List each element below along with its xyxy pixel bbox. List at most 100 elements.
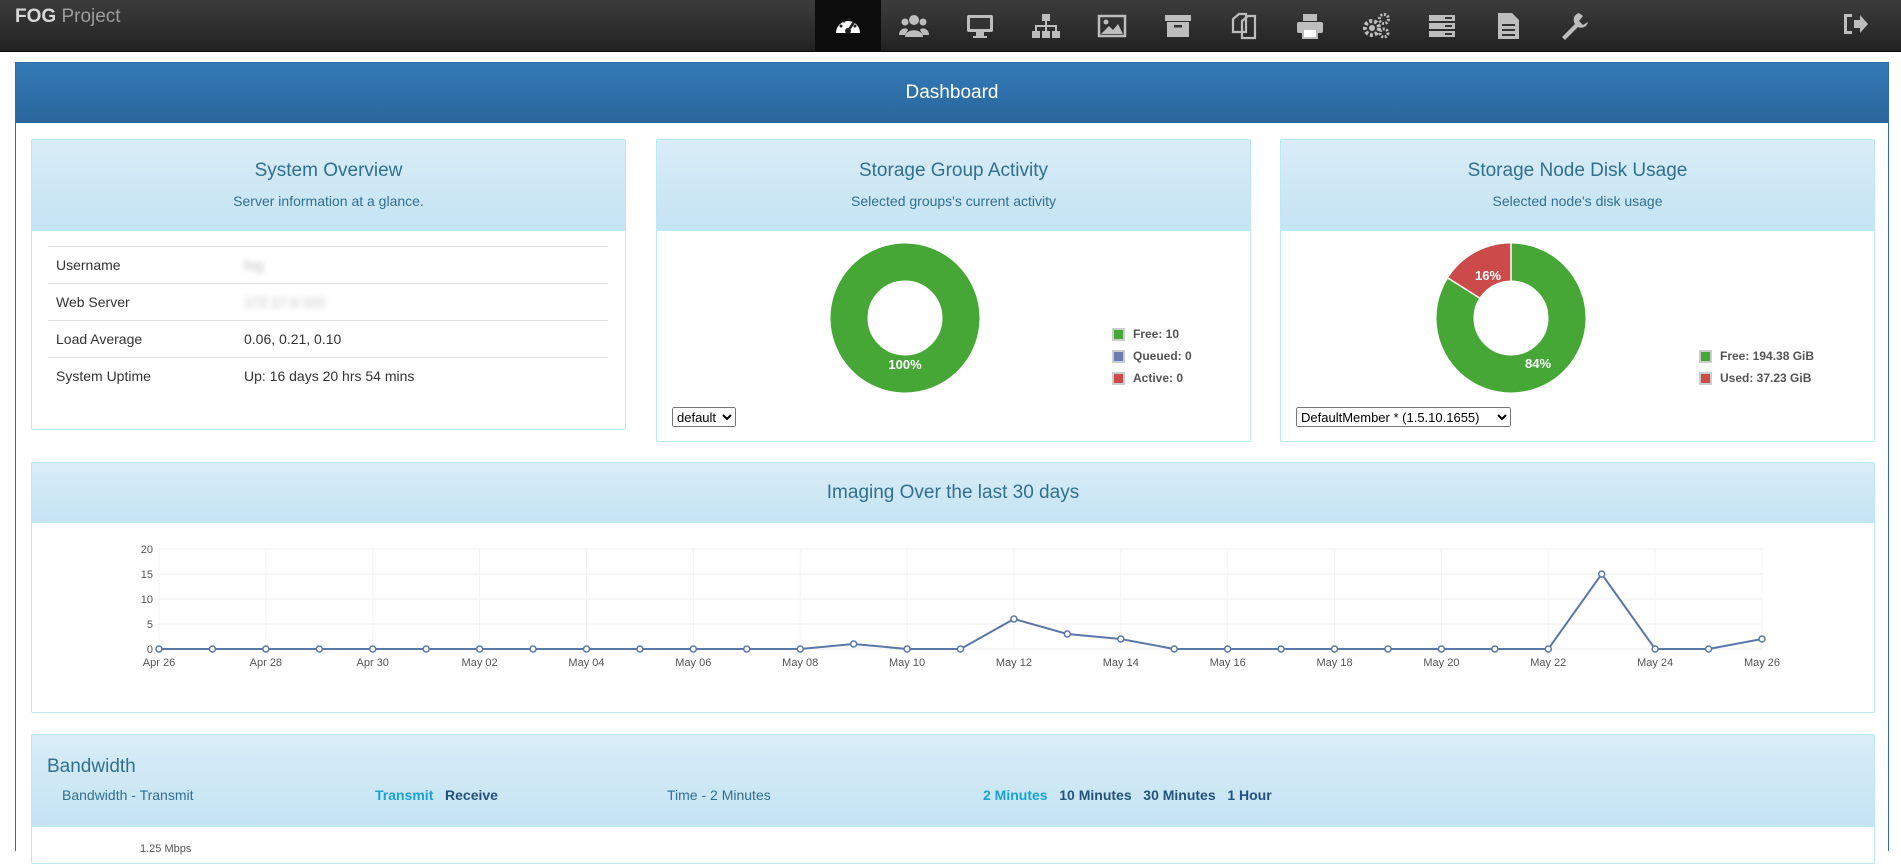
main-menu [815, 0, 1607, 52]
x-tick-label: May 02 [462, 657, 498, 669]
legend-swatch [1699, 371, 1712, 385]
storage-node-title: Storage Node Disk Usage [1467, 160, 1688, 181]
x-tick-label: May 22 [1530, 657, 1566, 669]
settings-icon[interactable] [1343, 0, 1409, 52]
range-10-minutes-link[interactable]: 10 Minutes [1059, 787, 1132, 803]
data-point [262, 645, 270, 653]
y-tick-label: 5 [147, 619, 153, 631]
donut-slice-label: 100% [888, 357, 922, 372]
range-2-minutes-link[interactable]: 2 Minutes [983, 787, 1048, 803]
data-point [1277, 645, 1285, 653]
images-icon[interactable] [1079, 0, 1145, 52]
storage-group-subtitle: Selected groups's current activity [851, 193, 1056, 209]
data-point [1170, 645, 1178, 653]
x-tick-label: May 08 [782, 657, 818, 669]
data-point [1491, 645, 1499, 653]
receive-link[interactable]: Receive [445, 787, 498, 803]
storage-node-heading: Storage Node Disk Usage Selected node's … [1281, 140, 1874, 231]
table-row: Web Server 172.17.0.101 [48, 283, 608, 321]
reports-icon[interactable] [1475, 0, 1541, 52]
bandwidth-range-links: 2 Minutes 10 Minutes 30 Minutes 1 Hour [983, 787, 1272, 803]
web-server-value: 172.17.0.101 [244, 294, 326, 310]
legend-item: Active: 0 [1112, 367, 1192, 389]
storage-group-legend: Free: 10 Queued: 0 Active: 0 [1112, 323, 1192, 389]
x-tick-label: May 20 [1423, 657, 1459, 669]
logout-icon[interactable] [1840, 9, 1870, 39]
x-tick-label: May 24 [1637, 657, 1673, 669]
hosts-icon[interactable] [947, 0, 1013, 52]
imaging-title: Imaging Over the last 30 days [826, 482, 1080, 503]
legend-swatch [1112, 371, 1125, 385]
x-tick-label: Apr 30 [357, 657, 389, 669]
bandwidth-y-top-label: 1.25 Mbps [140, 843, 192, 855]
x-tick-label: May 06 [675, 657, 711, 669]
y-tick-label: 0 [147, 644, 153, 656]
data-point [796, 645, 804, 653]
legend-label: Active: 0 [1133, 371, 1184, 385]
groups-icon[interactable] [1013, 0, 1079, 52]
users-icon[interactable] [881, 0, 947, 52]
legend-label: Used: 37.23 GiB [1720, 371, 1812, 385]
imaging-panel: Imaging Over the last 30 days 0 5 10 15 20 Ap… [31, 462, 1875, 713]
x-tick-label: May 16 [1210, 657, 1246, 669]
bandwidth-heading: Bandwidth Bandwidth - Transmit Transmit … [32, 735, 1874, 827]
storage-group-select[interactable]: default [672, 407, 736, 427]
data-point [636, 645, 644, 653]
data-point [1117, 635, 1125, 643]
data-point [1063, 630, 1072, 638]
data-point [1437, 645, 1446, 653]
data-point [529, 645, 537, 653]
system-overview-title: System Overview [254, 160, 403, 181]
data-point [475, 645, 484, 653]
imaging-heading: Imaging Over the last 30 days [32, 463, 1874, 523]
legend-swatch [1699, 349, 1712, 363]
y-tick-label: 20 [141, 544, 153, 556]
y-tick-label: 10 [141, 594, 153, 606]
range-30-minutes-link[interactable]: 30 Minutes [1143, 787, 1216, 803]
x-tick-label: Apr 26 [143, 657, 175, 669]
row-key: System Uptime [48, 357, 236, 395]
donut-free-label: 84% [1525, 356, 1551, 371]
bandwidth-direction-toggle: Transmit Receive [375, 787, 498, 803]
plugins-icon[interactable] [1541, 0, 1607, 52]
storage-group-panel: Storage Group Activity Selected groups's… [656, 139, 1251, 442]
username-value: fog [244, 257, 264, 273]
data-point [1597, 570, 1606, 578]
data-point [1384, 645, 1392, 653]
tasks-icon[interactable] [1409, 0, 1475, 52]
brand-logo[interactable]: FOG Project [15, 6, 121, 28]
system-overview-subtitle: Server information at a glance. [233, 193, 424, 209]
dashboard-icon[interactable] [815, 0, 881, 52]
x-tick-label: May 10 [889, 657, 925, 669]
storage-group-donut: 100% [830, 243, 980, 393]
storage-node-select[interactable]: DefaultMember * (1.5.10.1655) [1296, 407, 1511, 427]
legend-item: Queued: 0 [1112, 345, 1192, 367]
data-point [582, 645, 591, 653]
brand-rest: Project [56, 6, 121, 27]
storage-icon[interactable] [1145, 0, 1211, 52]
bandwidth-mode-label: Bandwidth - Transmit [62, 787, 194, 803]
donut-used-label: 16% [1475, 268, 1501, 283]
data-point [1010, 615, 1018, 623]
legend-label: Free: 10 [1133, 327, 1180, 341]
transmit-link[interactable]: Transmit [375, 787, 434, 803]
imaging-line-chart: 0 5 10 15 20 Apr 26 Apr 28 Apr 30 May 02 May 04 Ma… [141, 544, 1780, 669]
data-point [849, 640, 858, 648]
data-point [689, 645, 698, 653]
range-1-hour-link[interactable]: 1 Hour [1227, 787, 1272, 803]
storage-node-legend: Free: 194.38 GiB Used: 37.23 GiB [1699, 345, 1814, 389]
printers-icon[interactable] [1277, 0, 1343, 52]
y-tick-label: 15 [141, 569, 153, 581]
storage-group-heading: Storage Group Activity Selected groups's… [657, 140, 1250, 231]
data-point [903, 645, 911, 653]
data-point [1704, 645, 1713, 653]
legend-swatch [1112, 349, 1125, 363]
row-key: Load Average [48, 320, 236, 358]
data-point [1758, 635, 1766, 643]
row-value: fog [236, 246, 608, 284]
table-row: Load Average 0.06, 0.21, 0.10 [48, 320, 608, 358]
system-overview-heading: System Overview Server information at a … [32, 140, 625, 231]
snapins-icon[interactable] [1211, 0, 1277, 52]
data-point [315, 645, 324, 653]
dashboard-heading: Dashboard [16, 63, 1888, 123]
